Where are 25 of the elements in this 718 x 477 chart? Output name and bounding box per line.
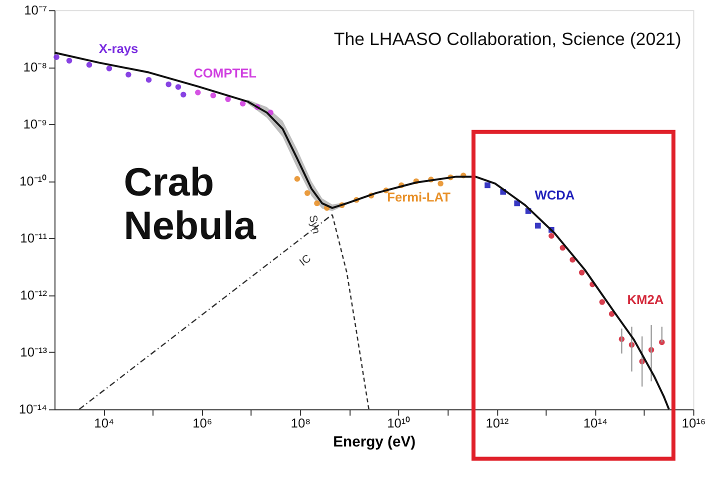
series-label: X-rays [98,40,138,56]
y-tick-label: 10⁻⁹ [23,116,48,132]
series-label: COMPTEL [194,66,257,81]
series-label: Fermi-LAT [387,189,451,204]
x-tick-label: 10¹⁶ [682,416,706,431]
x-axis-title: Energy (eV) [333,434,416,450]
y-tick-label: 10⁻¹³ [20,344,48,360]
annotation: The LHAASO Collaboration, Science (2021) [334,28,682,49]
y-tick-label: 10⁻⁸ [23,60,48,75]
text: IC [297,252,314,269]
series-label: KM2A [627,292,664,308]
x-tick-label: 10⁸ [290,416,311,431]
y-tick-label: 10⁻¹⁴ [18,402,48,417]
x-tick-label: 10¹² [486,416,510,431]
x-tick-label: 10¹⁴ [583,416,608,431]
x-tick-label: 10⁶ [192,416,212,431]
text: Syn [306,214,322,235]
y-tick-label: 10⁻¹² [20,288,48,303]
x-tick-label: 10⁴ [94,416,114,431]
x-tick-label: 10¹⁰ [387,416,411,431]
annotation: Crab Nebula [124,160,257,248]
y-tick-label: 10⁻¹¹ [20,230,48,246]
y-tick-label: 10⁻⁷ [24,2,48,18]
y-tick-label: 10⁻¹⁰ [19,174,48,189]
series-label: WCDA [534,187,575,202]
